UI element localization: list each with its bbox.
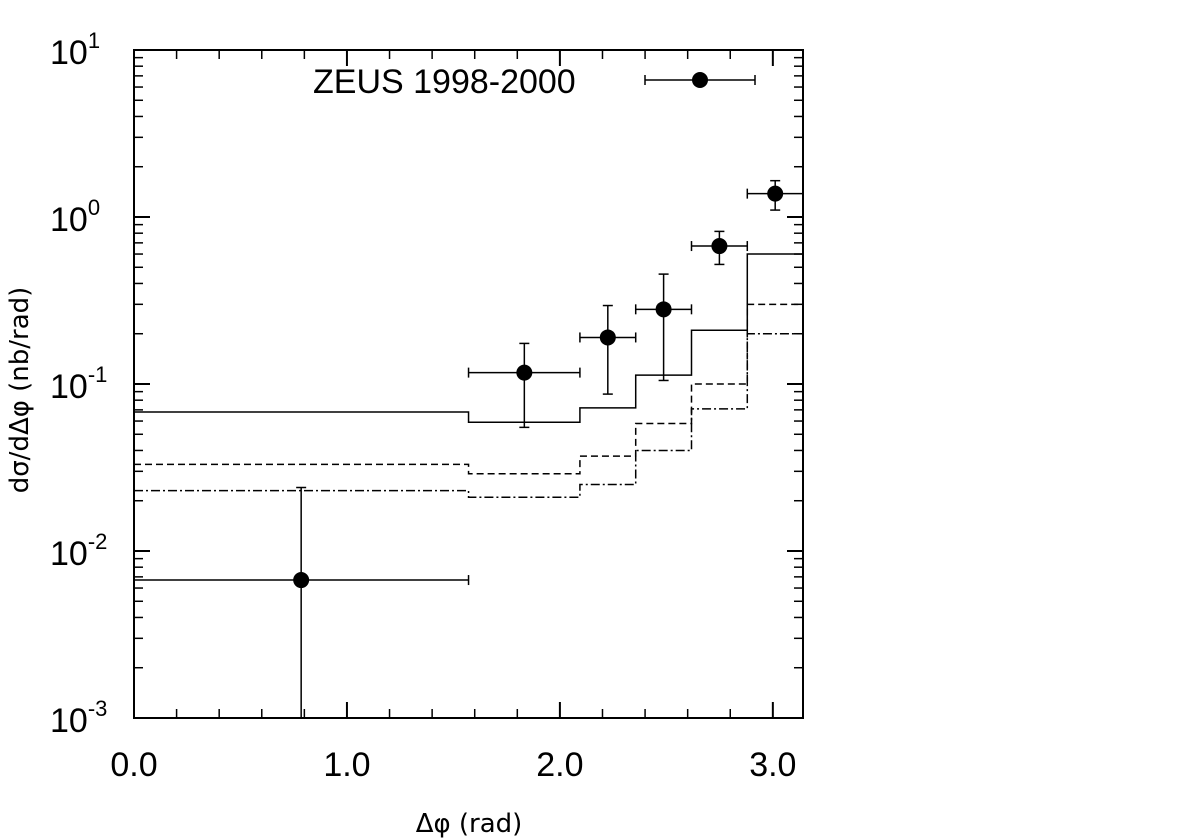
data-points: [133, 179, 804, 718]
x-tick-label: 1.0: [323, 746, 370, 784]
legend-point: [692, 72, 708, 88]
y-tick-label: 10-2: [50, 529, 107, 573]
x-axis-title: Δφ (rad): [416, 809, 523, 839]
y-tick-label: 100: [50, 195, 100, 239]
y-tick-label: 10-1: [50, 362, 107, 406]
histogram-dashed: [134, 303, 803, 475]
plot-frame: [133, 49, 804, 719]
x-tick-label: 0.0: [110, 746, 157, 784]
x-tick-label: 2.0: [536, 746, 583, 784]
y-axis-title: dσ/dΔφ (nb/rad): [5, 287, 35, 494]
data-point: [599, 329, 616, 346]
axis-ticks: [133, 49, 803, 719]
tick-labels: 0.0 1.0 2.0 3.0 101 100 10-1 10-2 10-3: [50, 28, 796, 784]
legend-marker: [644, 72, 756, 88]
data-point: [711, 238, 728, 255]
data-point: [655, 301, 672, 318]
histogram-dashdot: [134, 332, 803, 498]
histogram-solid: [134, 253, 803, 424]
data-point: [516, 364, 533, 381]
data-point: [767, 185, 784, 202]
y-tick-label: 101: [50, 28, 100, 72]
legend-label: ZEUS 1998-2000: [313, 63, 576, 101]
theory-curves: [134, 253, 803, 498]
y-tick-label: 10-3: [50, 696, 107, 740]
data-point: [293, 572, 310, 589]
x-tick-label: 3.0: [749, 746, 796, 784]
